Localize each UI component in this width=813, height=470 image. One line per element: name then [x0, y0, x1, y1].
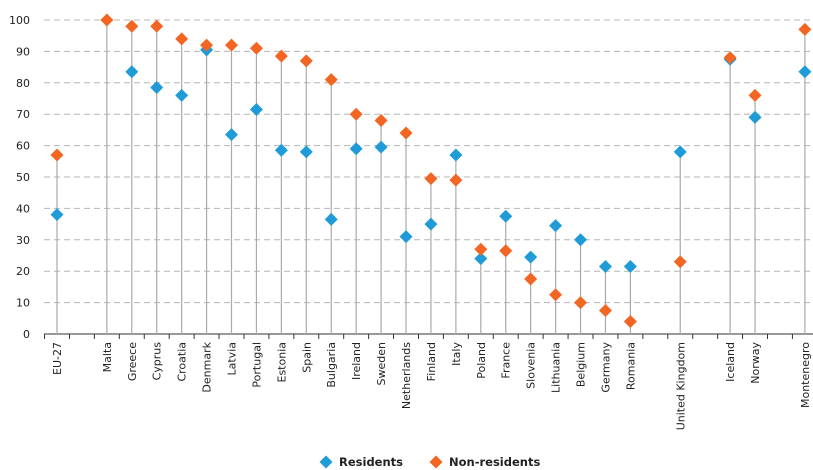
x-tick-label: Sweden	[375, 342, 388, 385]
dot-marker	[424, 217, 438, 231]
x-tick-label: Montenegro	[799, 342, 812, 408]
dot-marker	[399, 126, 413, 140]
y-tick-label: 40	[16, 202, 30, 215]
dot-marker	[549, 288, 563, 302]
dot-marker	[349, 107, 363, 121]
x-tick-label: Norway	[749, 342, 762, 384]
dot-marker	[299, 54, 313, 68]
x-tick-label: United Kingdom	[674, 342, 687, 430]
x-tick-label: Germany	[599, 342, 612, 393]
legend-marker	[429, 455, 443, 469]
dot-marker	[100, 13, 114, 27]
dot-marker	[374, 140, 388, 154]
x-tick-label: France	[500, 342, 513, 379]
dot-marker	[299, 145, 313, 159]
dot-marker	[499, 209, 513, 223]
dot-marker	[50, 208, 64, 222]
dot-marker	[424, 172, 438, 186]
dot-marker	[374, 113, 388, 127]
x-tick-label: Lithuania	[550, 342, 563, 393]
dot-marker	[324, 73, 338, 87]
dot-marker	[249, 41, 263, 55]
y-tick-label: 50	[16, 171, 30, 184]
x-tick-label: Belgium	[575, 342, 588, 387]
x-tick-label: Ireland	[350, 342, 363, 380]
dot-marker	[673, 255, 687, 269]
dot-marker	[524, 272, 538, 286]
x-tick-label: Poland	[475, 342, 488, 379]
legend-label: Residents	[339, 455, 403, 469]
x-tick-label: Cyprus	[151, 342, 164, 381]
dot-marker	[574, 296, 588, 310]
dot-marker	[524, 250, 538, 264]
dot-marker	[499, 244, 513, 258]
x-tick-label: Denmark	[201, 341, 214, 392]
dot-marker	[249, 102, 263, 116]
dot-marker	[200, 38, 214, 52]
dot-marker	[623, 259, 637, 273]
legend-marker	[319, 455, 333, 469]
dot-marker	[150, 81, 164, 95]
x-tick-label: Estonia	[275, 342, 288, 383]
dot-marker	[748, 88, 762, 102]
dot-marker	[449, 148, 463, 162]
dot-marker	[798, 22, 812, 36]
dot-marker	[125, 19, 139, 33]
dot-marker	[598, 259, 612, 273]
dot-marker	[748, 110, 762, 124]
legend-label: Non-residents	[449, 455, 540, 469]
dot-marker	[225, 128, 239, 142]
y-tick-label: 90	[16, 45, 30, 58]
legend: Residents Non-residents	[319, 455, 540, 469]
x-tick-label: Malta	[101, 342, 114, 372]
dot-marker	[175, 32, 189, 46]
x-tick-label: Greece	[126, 342, 139, 381]
y-tick-label: 0	[23, 328, 30, 341]
dot-marker	[399, 230, 413, 244]
dot-marker	[574, 233, 588, 247]
dot-marker	[50, 148, 64, 162]
x-tick-label: Italy	[450, 342, 463, 366]
x-tick-label: Portugal	[250, 342, 263, 388]
dot-marker	[673, 145, 687, 159]
x-tick-label: Bulgaria	[325, 342, 338, 388]
dot-marker	[274, 143, 288, 157]
x-tick-label: Netherlands	[400, 342, 413, 409]
dot-marker	[225, 38, 239, 52]
dot-marker	[175, 88, 189, 102]
dot-marker	[798, 65, 812, 79]
dot-marker	[723, 51, 737, 65]
dot-marker	[349, 142, 363, 156]
dot-marker	[324, 212, 338, 226]
dot-marker	[474, 242, 488, 256]
x-tick-label: EU-27	[51, 342, 64, 375]
y-tick-label: 60	[16, 140, 30, 153]
dot-marker	[274, 49, 288, 63]
x-tick-label: Croatia	[176, 342, 189, 382]
y-tick-label: 80	[16, 77, 30, 90]
y-tick-label: 70	[16, 108, 30, 121]
dot-marker	[449, 173, 463, 187]
x-tick-label: Spain	[300, 342, 313, 373]
dot-marker	[598, 303, 612, 317]
x-tick-label: Finland	[425, 342, 438, 381]
dot-marker	[150, 19, 164, 33]
dot-marker	[623, 314, 637, 328]
dot-marker	[474, 252, 488, 266]
x-tick-label: Romania	[624, 342, 637, 390]
y-tick-label: 10	[16, 297, 30, 310]
y-tick-label: 30	[16, 234, 30, 247]
y-tick-label: 20	[16, 265, 30, 278]
x-tick-label: Slovenia	[525, 342, 538, 389]
x-tick-label: Latvia	[226, 342, 239, 376]
y-tick-label: 100	[9, 14, 30, 27]
dot-marker	[125, 65, 139, 79]
x-tick-label: Iceland	[724, 342, 737, 382]
dot-marker	[549, 219, 563, 233]
